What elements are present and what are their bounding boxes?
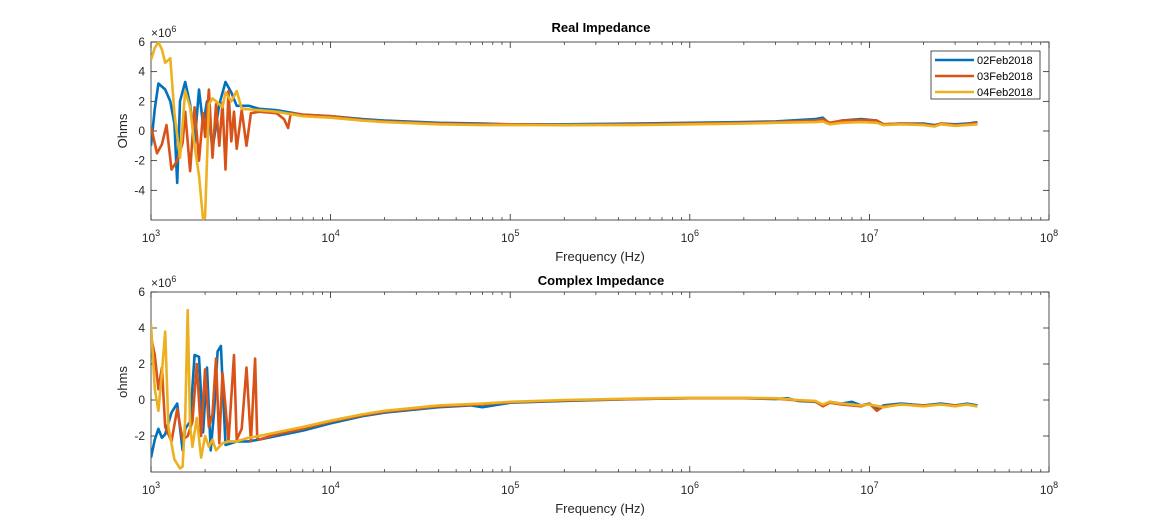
series-line	[151, 42, 978, 220]
x-tick-exponent: 7	[874, 228, 879, 238]
y-axis-label: ohms	[115, 366, 130, 398]
x-tick-label: 106	[681, 228, 699, 245]
series-group	[151, 308, 978, 470]
axes-box	[150, 291, 1050, 473]
x-tick-base: 10	[501, 231, 515, 245]
y-tick-label: 2	[138, 357, 145, 371]
legend-label: 03Feb2018	[977, 71, 1033, 83]
x-tick-exponent: 4	[335, 228, 340, 238]
x-tick-label: 106	[681, 480, 699, 497]
y-tick-label: 2	[138, 94, 145, 108]
x-tick-base: 10	[501, 483, 515, 497]
real-impedance-chart: Real Impedance 103 104 105 106 107 108-4-2024…	[115, 20, 1058, 264]
series-group	[151, 42, 978, 220]
series-line	[151, 308, 978, 470]
x-tick-base: 10	[1040, 483, 1054, 497]
x-tick-base: 10	[860, 231, 874, 245]
x-tick-label: 105	[501, 228, 519, 245]
y-exponent-base: ×10	[151, 276, 172, 290]
x-tick-base: 10	[321, 483, 335, 497]
x-tick-exponent: 5	[514, 228, 519, 238]
y-tick-label: 0	[138, 124, 145, 138]
x-tick-base: 10	[142, 483, 156, 497]
x-axis-label: Frequency (Hz)	[555, 501, 645, 516]
complex-impedance-chart: Complex Impedance 103 104 105 106 107 108-202…	[115, 273, 1058, 516]
legend-items: 02Feb2018 03Feb2018 04Feb2018	[935, 55, 1033, 99]
y-axis-label: Ohms	[115, 113, 130, 148]
x-tick-label: 103	[142, 480, 160, 497]
y-tick-label: 6	[138, 285, 145, 299]
legend-label: 02Feb2018	[977, 55, 1033, 67]
x-tick-exponent: 5	[514, 480, 519, 490]
x-tick-label: 104	[321, 228, 339, 245]
x-tick-label: 103	[142, 228, 160, 245]
series-line	[151, 88, 978, 173]
y-tick-label: -4	[134, 183, 145, 197]
axes-box	[150, 41, 1050, 221]
y-tick-label: -2	[134, 154, 145, 168]
chart-title: Real Impedance	[552, 20, 651, 35]
y-exponent-base: ×10	[151, 26, 172, 40]
x-tick-base: 10	[1040, 231, 1054, 245]
x-tick-exponent: 4	[335, 480, 340, 490]
x-tick-exponent: 6	[694, 228, 699, 238]
y-tick-label: 4	[138, 321, 145, 335]
chart-title: Complex Impedance	[538, 273, 664, 288]
legend-label: 04Feb2018	[977, 87, 1033, 99]
y-tick-label: 0	[138, 393, 145, 407]
y-tick-label: 4	[138, 65, 145, 79]
x-tick-base: 10	[142, 231, 156, 245]
x-tick-exponent: 7	[874, 480, 879, 490]
x-tick-label: 107	[860, 480, 878, 497]
y-exponent-power: 6	[171, 24, 176, 34]
x-tick-label: 108	[1040, 480, 1058, 497]
legend: 02Feb2018 03Feb2018 04Feb2018	[930, 50, 1041, 100]
x-tick-label: 104	[321, 480, 339, 497]
x-tick-exponent: 6	[694, 480, 699, 490]
x-tick-exponent: 8	[1053, 480, 1058, 490]
x-tick-exponent: 3	[155, 228, 160, 238]
x-tick-base: 10	[321, 231, 335, 245]
x-tick-base: 10	[860, 483, 874, 497]
x-tick-label: 105	[501, 480, 519, 497]
y-tick-label: -2	[134, 429, 145, 443]
y-exponent-label: ×106	[151, 274, 176, 290]
y-exponent-power: 6	[171, 274, 176, 284]
y-exponent-label: ×106	[151, 24, 176, 40]
x-tick-base: 10	[681, 231, 695, 245]
x-tick-base: 10	[681, 483, 695, 497]
y-tick-label: 6	[138, 35, 145, 49]
x-tick-label: 107	[860, 228, 878, 245]
x-tick-exponent: 8	[1053, 228, 1058, 238]
x-tick-exponent: 3	[155, 480, 160, 490]
x-axis-label: Frequency (Hz)	[555, 249, 645, 264]
x-tick-label: 108	[1040, 228, 1058, 245]
